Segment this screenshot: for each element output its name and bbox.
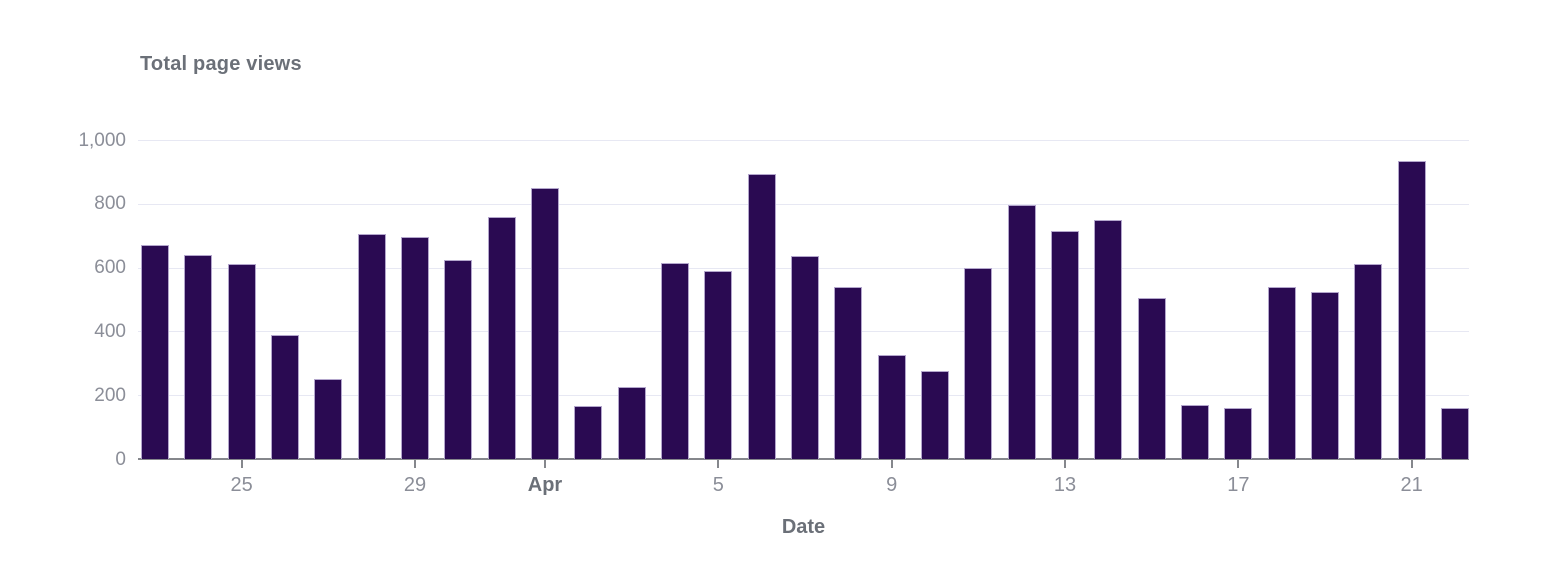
y-tick-label: 1,000 <box>78 129 126 151</box>
bar-apr-6 <box>747 173 776 459</box>
bar-apr-3 <box>617 387 646 459</box>
chart-title: Total page views <box>140 53 302 75</box>
gridline <box>138 203 1469 205</box>
bar-mar-25 <box>227 264 256 459</box>
x-tick-label-5: 5 <box>712 474 724 496</box>
bar-apr-20 <box>1354 264 1383 459</box>
bar-apr-10 <box>921 371 949 459</box>
bar-apr-13 <box>1051 230 1079 459</box>
bar-apr-16 <box>1181 404 1209 459</box>
bar-apr-8 <box>834 286 863 459</box>
bar-mar-29 <box>401 237 429 459</box>
x-tick-mark <box>1064 459 1066 468</box>
bar-apr-18 <box>1267 286 1296 459</box>
y-tick-label: 400 <box>94 320 126 342</box>
x-tick-label-17: 17 <box>1227 474 1250 496</box>
y-tick-label: 0 <box>115 448 126 470</box>
x-tick-mark <box>240 459 243 468</box>
plot-area: 25 29 Apr 5 9 13 17 21 <box>138 140 1469 496</box>
x-tick-mark <box>1237 459 1240 468</box>
bar-apr-4 <box>661 262 689 459</box>
x-tick-label-9: 9 <box>886 474 898 496</box>
bar-mar-24 <box>184 254 213 459</box>
bar-apr-15 <box>1137 297 1166 459</box>
x-tick-label-apr: Apr <box>527 474 563 496</box>
bar-mar-31 <box>487 216 516 459</box>
y-tick-label: 600 <box>94 257 126 279</box>
x-axis-title: Date <box>781 516 826 538</box>
bar-apr-5 <box>704 270 733 459</box>
bar-apr-22 <box>1441 407 1469 459</box>
bar-apr-19 <box>1311 291 1339 459</box>
x-tick-mark <box>544 459 546 468</box>
bar-apr-1 <box>531 187 559 459</box>
y-tick-label: 200 <box>94 384 126 406</box>
bar-mar-27 <box>314 379 343 459</box>
bar-apr-7 <box>791 256 819 459</box>
bar-mar-23 <box>141 245 169 459</box>
bar-apr-21 <box>1397 160 1426 459</box>
bar-apr-9 <box>877 355 906 459</box>
x-tick-mark <box>890 459 893 468</box>
bar-apr-2 <box>574 406 603 459</box>
bar-apr-11 <box>964 267 993 459</box>
x-tick-mark <box>1410 459 1413 468</box>
y-tick-label: 800 <box>94 193 126 215</box>
x-tick-label-13: 13 <box>1053 474 1077 496</box>
x-tick-mark <box>414 459 416 468</box>
gridline <box>138 140 1469 141</box>
x-tick-mark <box>717 459 720 468</box>
x-tick-label-25: 25 <box>230 474 253 496</box>
bar-mar-28 <box>357 234 386 459</box>
x-tick-label-21: 21 <box>1400 474 1423 496</box>
bar-apr-17 <box>1224 407 1253 459</box>
bar-apr-14 <box>1094 219 1123 459</box>
bar-apr-12 <box>1007 205 1036 459</box>
bar-mar-26 <box>271 334 299 459</box>
x-axis-line <box>138 458 1469 460</box>
x-tick-label-29: 29 <box>403 474 427 496</box>
bar-mar-30 <box>444 259 473 459</box>
